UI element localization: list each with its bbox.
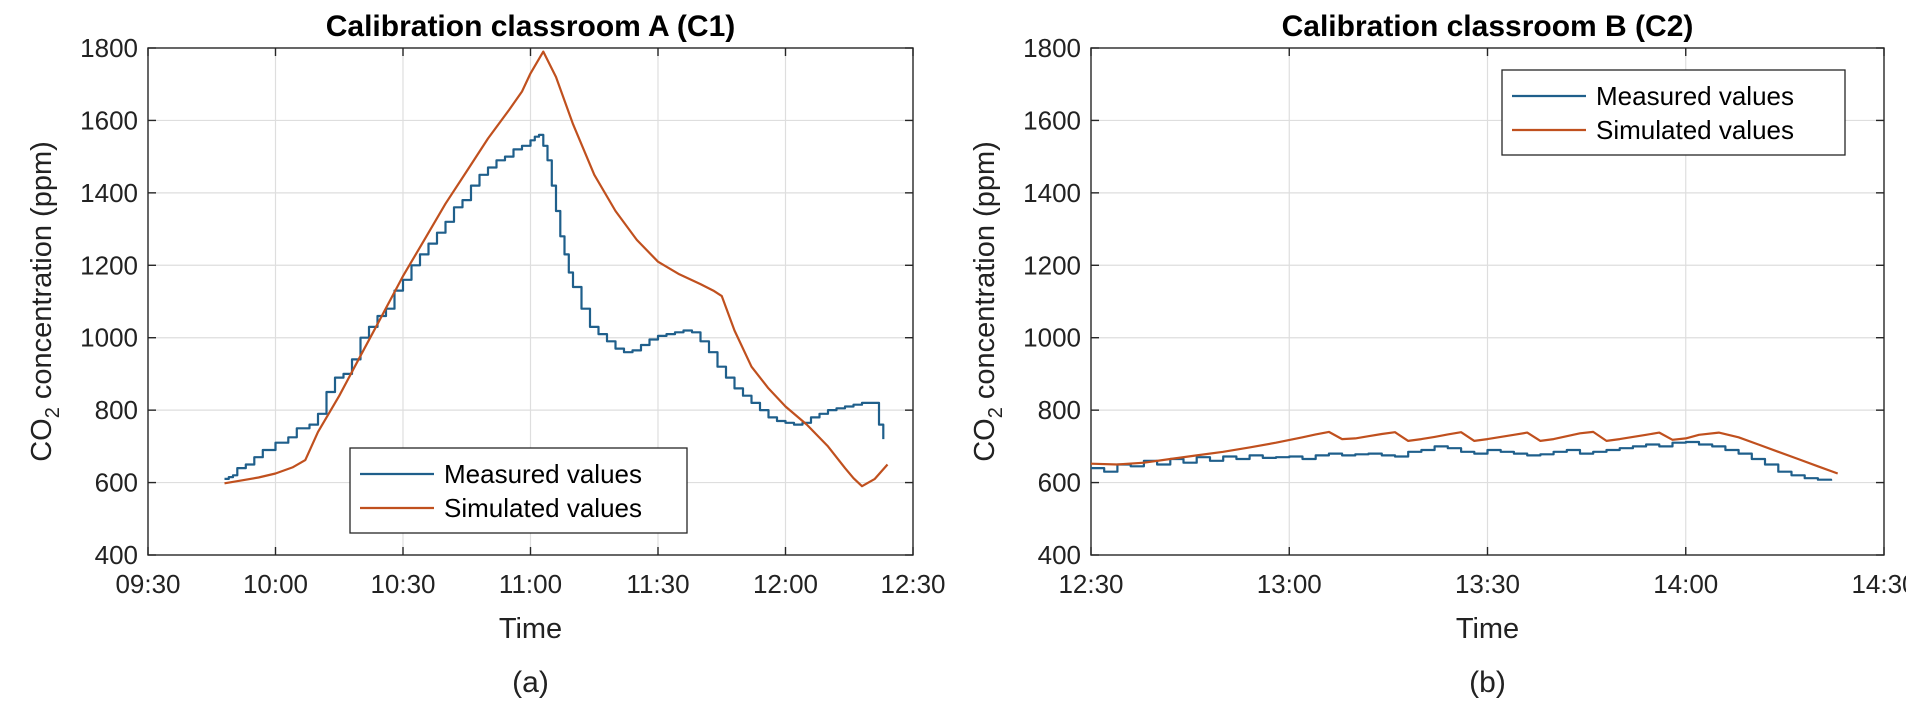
x-tick-label: 11:00	[499, 569, 562, 599]
y-axis-label-subscript: 2	[985, 407, 1007, 418]
legend: Measured values Simulated values	[349, 447, 688, 534]
measured-series-line	[224, 133, 885, 480]
y-axis-label-main: CO	[969, 418, 1001, 462]
chart-panel-a: 09:30 10:00 10:30 11:00 11:30 12:00 12:30 400 60…	[26, 10, 946, 699]
y-tick-label: 800	[1038, 395, 1081, 425]
y-tick-label: 1600	[1023, 105, 1081, 135]
x-tick-label: 09:30	[115, 569, 180, 599]
simulated-series-line	[224, 50, 889, 488]
x-tick-label: 13:30	[1455, 569, 1520, 599]
legend: Measured values Simulated values	[1501, 69, 1846, 156]
legend-entry: Measured values	[1596, 81, 1794, 111]
y-tick-label: 1400	[1023, 178, 1081, 208]
y-tick-label: 1200	[1023, 250, 1081, 280]
y-axis-label-rest: concentration (ppm)	[969, 141, 1001, 407]
legend-entry: Simulated values	[1596, 115, 1794, 145]
x-tick-label: 11:30	[626, 569, 689, 599]
y-tick-label: 1600	[80, 105, 138, 135]
x-tick-label: 12:00	[753, 569, 818, 599]
x-tick-label: 12:30	[1058, 569, 1123, 599]
x-tick-label: 14:00	[1653, 569, 1718, 599]
y-tick-label: 1000	[80, 323, 138, 353]
y-tick-label: 400	[95, 540, 138, 570]
x-tick-label: 10:30	[370, 569, 435, 599]
y-axis-label-rest: concentration (ppm)	[26, 141, 58, 407]
y-axis-label-subscript: 2	[42, 407, 64, 418]
y-axis-label: CO2 concentration (ppm)	[969, 141, 1007, 462]
y-tick-label: 1400	[80, 178, 138, 208]
panel-label: (b)	[1469, 666, 1506, 699]
y-tick-label: 600	[1038, 468, 1081, 498]
y-tick-label: 1000	[1023, 323, 1081, 353]
x-axis-label: Time	[1456, 613, 1519, 645]
x-axis-label: Time	[499, 613, 562, 645]
y-axis-label: CO2 concentration (ppm)	[26, 141, 64, 462]
measured-series-line	[1091, 440, 1833, 481]
simulated-series-line	[1090, 430, 1839, 475]
y-tick-label: 800	[95, 395, 138, 425]
legend-entry: Measured values	[444, 459, 642, 489]
y-tick-label: 1800	[80, 33, 138, 63]
y-tick-label: 600	[95, 468, 138, 498]
legend-box	[1501, 69, 1846, 156]
legend-box	[349, 447, 688, 534]
x-tick-label: 12:30	[880, 569, 945, 599]
x-tick-label: 14:30	[1851, 569, 1906, 599]
chart-title: Calibration classroom B (C2)	[1282, 10, 1694, 43]
panel-label: (a)	[512, 666, 549, 699]
chart-panel-b: 12:30 13:00 13:30 14:00 14:30 400 600 800 1000 12…	[969, 10, 1906, 699]
x-tick-label: 10:00	[243, 569, 308, 599]
y-tick-label: 1800	[1023, 33, 1081, 63]
y-tick-label: 1200	[80, 250, 138, 280]
y-axis-label-main: CO	[26, 418, 58, 462]
chart-title: Calibration classroom A (C1)	[326, 10, 736, 43]
legend-entry: Simulated values	[444, 493, 642, 523]
y-tick-label: 400	[1038, 540, 1081, 570]
x-tick-label: 13:00	[1257, 569, 1322, 599]
